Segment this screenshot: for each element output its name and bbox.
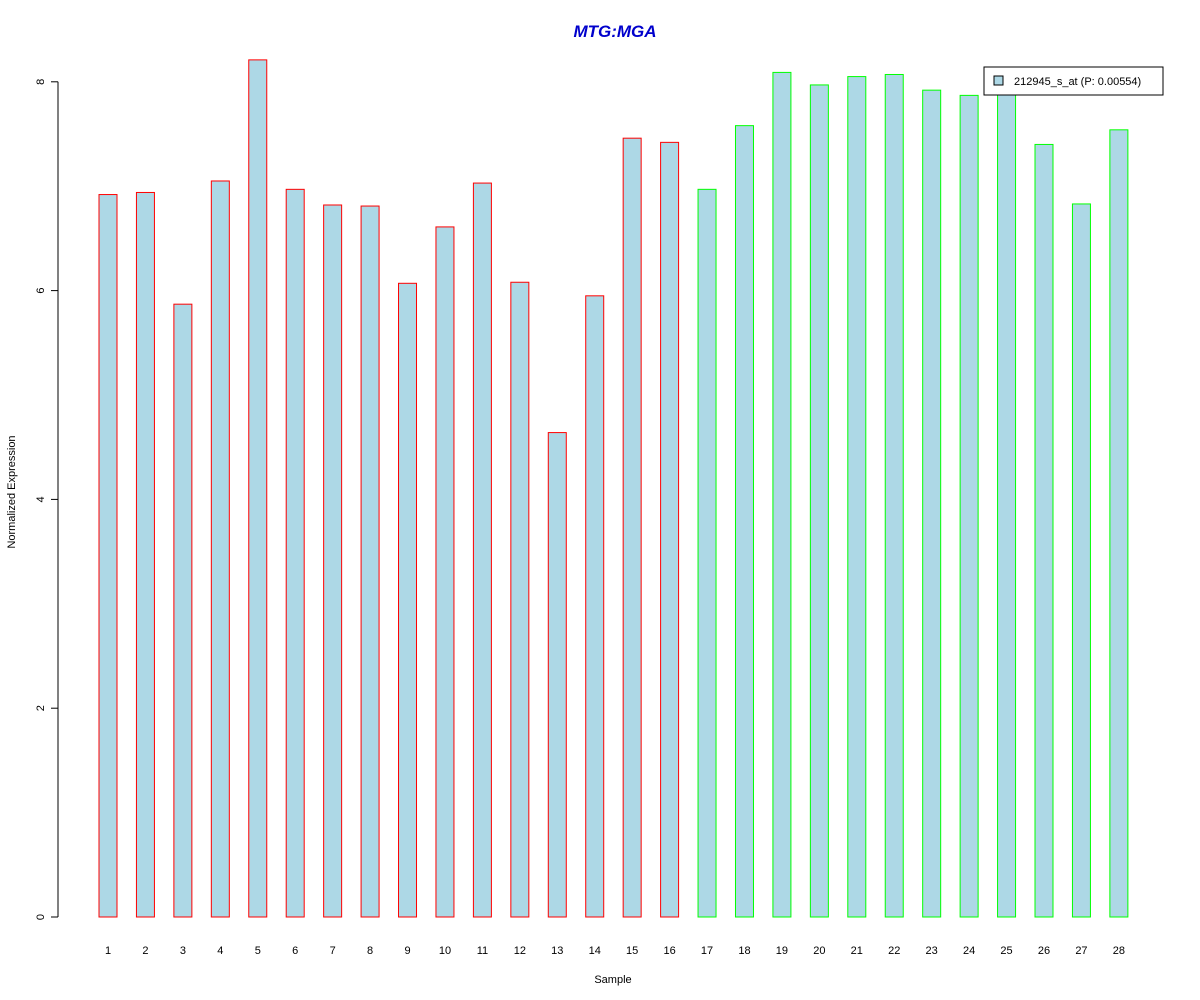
x-tick-label: 11 [477, 945, 488, 957]
bar-sample-23 [922, 89, 942, 918]
bar-sample-8 [360, 205, 380, 918]
bar-sample-4 [210, 180, 230, 918]
bar-sample-18 [734, 125, 754, 918]
x-tick-label: 21 [851, 945, 863, 957]
x-tick-label: 13 [551, 945, 563, 957]
y-tick-label: 4 [35, 496, 47, 502]
y-tick-label: 0 [35, 914, 47, 920]
bar-sample-21 [847, 76, 867, 918]
legend-swatch [993, 75, 1004, 86]
y-tick-label: 8 [35, 79, 47, 85]
x-axis-label: Sample [594, 974, 631, 986]
x-axis: 1 2 3 4 5 6 7 8 9 10 11 12 13 14 15 16 17 18 19 20 21 22 23 24 2… [105, 945, 1125, 957]
legend: 212945_s_at (P: 0.00554) [983, 66, 1164, 96]
x-tick-label: 6 [292, 945, 298, 957]
bar-sample-16 [660, 141, 680, 918]
x-tick-label: 15 [626, 945, 638, 957]
x-tick-label: 26 [1038, 945, 1050, 957]
x-tick-label: 22 [888, 945, 900, 957]
x-tick-label: 3 [180, 945, 186, 957]
y-axis: 0 2 4 6 8 [35, 79, 59, 920]
chart-title: MTG:MGA [573, 22, 656, 41]
bar-sample-7 [323, 204, 343, 918]
x-tick-label: 10 [439, 945, 451, 957]
x-tick-label: 27 [1075, 945, 1087, 957]
y-axis-label: Normalized Expression [6, 435, 18, 548]
bar-sample-26 [1034, 143, 1054, 918]
bar-sample-20 [809, 84, 829, 918]
bar-sample-12 [510, 281, 530, 918]
legend-label: 212945_s_at (P: 0.00554) [1014, 76, 1141, 88]
x-tick-label: 16 [663, 945, 675, 957]
x-tick-label: 25 [1000, 945, 1012, 957]
x-tick-label: 5 [255, 945, 261, 957]
bar-sample-25 [997, 88, 1017, 918]
y-tick-label: 2 [35, 705, 47, 711]
x-tick-label: 23 [926, 945, 938, 957]
bar-sample-14 [585, 295, 605, 918]
bar-sample-1 [98, 194, 118, 918]
bar-sample-24 [959, 94, 979, 918]
bar-sample-5 [248, 59, 268, 918]
x-tick-label: 18 [738, 945, 750, 957]
x-tick-label: 19 [776, 945, 788, 957]
x-tick-label: 9 [404, 945, 410, 957]
bar-sample-13 [547, 432, 567, 918]
bar-sample-9 [398, 282, 418, 918]
bar-sample-27 [1071, 203, 1091, 918]
x-tick-label: 28 [1113, 945, 1125, 957]
bar-sample-28 [1109, 129, 1129, 918]
bar-sample-10 [435, 226, 455, 918]
bar-sample-2 [135, 191, 155, 918]
x-tick-label: 4 [217, 945, 223, 957]
x-tick-label: 14 [589, 945, 601, 957]
x-tick-label: 20 [813, 945, 825, 957]
x-tick-label: 17 [701, 945, 713, 957]
legend-box [983, 66, 1164, 96]
bar-sample-22 [884, 73, 904, 918]
bar-sample-19 [772, 71, 792, 918]
x-tick-label: 8 [367, 945, 373, 957]
x-tick-label: 7 [330, 945, 336, 957]
x-tick-label: 24 [963, 945, 975, 957]
bars-group [98, 59, 1129, 918]
x-tick-label: 12 [514, 945, 526, 957]
bar-sample-17 [697, 188, 717, 918]
bar-sample-3 [173, 303, 193, 918]
bar-sample-15 [622, 137, 642, 918]
x-tick-label: 2 [142, 945, 148, 957]
y-tick-label: 6 [35, 288, 47, 294]
x-tick-label: 1 [105, 945, 111, 957]
bar-sample-11 [472, 182, 492, 918]
bar-sample-6 [285, 188, 305, 918]
